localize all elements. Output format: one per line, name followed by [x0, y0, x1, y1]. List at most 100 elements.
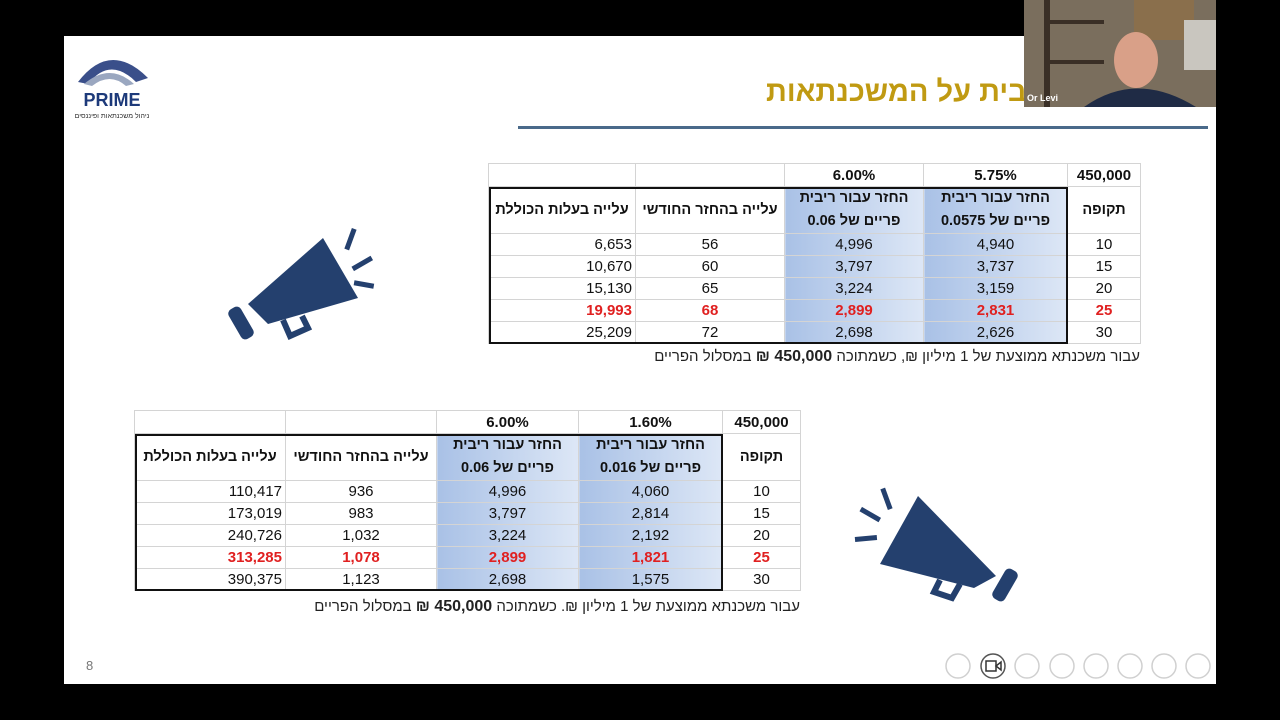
table-cell: 110,417: [134, 480, 286, 503]
megaphone-icon: [854, 487, 1018, 602]
table-header-cell: עלייה בהחזר החודשי: [635, 186, 785, 234]
table-cell: 10,670: [488, 255, 636, 278]
table-cell: 313,285: [134, 546, 286, 569]
table-cell: 20: [722, 524, 801, 547]
table-row: 25 2,831 2,899 68 19,993: [488, 299, 1141, 322]
table-cell: 10: [1067, 233, 1141, 256]
note-text: עבור משכנתא ממוצעת של 1 מיליון ₪, כשמתוכ…: [836, 348, 1140, 365]
table-cell: 25: [1067, 299, 1141, 322]
logo-tagline: ניהול משכנתאות ופיננסים: [75, 112, 150, 120]
logo-arc: [78, 59, 148, 84]
table-cell: 450,000: [722, 410, 801, 434]
table-header-cell: החזר עבור ריבית פריים של 0.06: [784, 186, 924, 234]
table-cell: 6,653: [488, 233, 636, 256]
table-cell: 936: [285, 480, 437, 503]
table-cell: 1,032: [285, 524, 437, 547]
table-cell: 2,899: [436, 546, 579, 569]
table-cell: 30: [722, 568, 801, 591]
table-header-cell: תקופה: [1067, 186, 1141, 234]
toolbar-button[interactable]: [945, 653, 971, 679]
table-header-cell: עלייה בעלות הכוללת: [488, 186, 636, 234]
table-row: 20 3,159 3,224 65 15,130: [488, 277, 1141, 300]
table-cell: 4,996: [436, 480, 579, 503]
table-cell: 2,192: [578, 524, 723, 547]
webcam-video: [1024, 0, 1216, 107]
logo-arc: [84, 73, 134, 86]
logo: PRIME ניהול משכנתאות ופיננסים: [75, 59, 150, 120]
webcam-scene: [1024, 0, 1216, 107]
table-cell: 1,821: [578, 546, 723, 569]
table-cell: 25,209: [488, 321, 636, 344]
table-cell: 3,797: [784, 255, 924, 278]
table-cell: 15: [722, 502, 801, 525]
table-cell: 2,698: [436, 568, 579, 591]
table-cell: 983: [285, 502, 437, 525]
table-cell: [134, 410, 286, 434]
slide-toolbar: [945, 653, 1211, 679]
table-header-cell: החזר עבור ריבית פריים של 0.0575: [923, 186, 1068, 234]
table-row: 15 3,737 3,797 60 10,670: [488, 255, 1141, 278]
table-cell: 4,060: [578, 480, 723, 503]
table-note: עבור משכנתא ממוצעת של 1 מיליון ₪, כשמתוכ…: [654, 348, 1140, 366]
table-cell: 25: [722, 546, 801, 569]
table-cell: 2,698: [784, 321, 924, 344]
table-cell: 3,224: [784, 277, 924, 300]
table-cell: 2,626: [923, 321, 1068, 344]
logo-name: PRIME: [83, 90, 140, 110]
toolbar-button[interactable]: [1117, 653, 1143, 679]
participant-name: Or Levi: [1027, 93, 1059, 103]
page-number: 8: [86, 658, 94, 673]
table-header-row: תקופה החזר עבור ריבית פריים של 0.0575 החזר…: [488, 186, 1141, 234]
table-cell: [285, 410, 437, 434]
table-row: 15 2,814 3,797 983 173,019: [134, 502, 801, 525]
table-cell: 2,899: [784, 299, 924, 322]
table-cell: 65: [635, 277, 785, 300]
table-cell: 390,375: [134, 568, 286, 591]
table-cell: 450,000: [1067, 163, 1141, 187]
table-row: 10 4,060 4,996 936 110,417: [134, 480, 801, 503]
table-row: 30 2,626 2,698 72 25,209: [488, 321, 1141, 344]
table-cell: 15,130: [488, 277, 636, 300]
table-top-row: 450,000 1.60% 6.00%: [134, 410, 801, 434]
table-cell: 6.00%: [784, 163, 924, 187]
title-rule: [518, 126, 1208, 129]
table-row: 10 4,940 4,996 56 6,653: [488, 233, 1141, 256]
data-table: 450,000 1.60% 6.00% תקופה החזר עבור ריבית פר…: [134, 410, 801, 591]
table-cell: 3,159: [923, 277, 1068, 300]
note-text: במסלול הפריים: [314, 598, 412, 615]
table-cell: 4,940: [923, 233, 1068, 256]
data-table: 450,000 5.75% 6.00% תקופה החזר עבור ריבית פר…: [488, 163, 1141, 344]
table-cell: 1,575: [578, 568, 723, 591]
table-cell: 56: [635, 233, 785, 256]
table-cell: 4,996: [784, 233, 924, 256]
table-cell: 3,797: [436, 502, 579, 525]
table-row: 25 1,821 2,899 1,078 313,285: [134, 546, 801, 569]
toolbar-button[interactable]: [1185, 653, 1211, 679]
table-cell: 20: [1067, 277, 1141, 300]
toolbar-button[interactable]: [980, 653, 1006, 679]
toolbar-button[interactable]: [1014, 653, 1040, 679]
toolbar-button[interactable]: [1151, 653, 1177, 679]
toolbar-button[interactable]: [1083, 653, 1109, 679]
table-cell: 2,814: [578, 502, 723, 525]
table-cell: 240,726: [134, 524, 286, 547]
table-header-cell: החזר עבור ריבית פריים של 0.016: [578, 433, 723, 481]
table-cell: 10: [722, 480, 801, 503]
table-cell: 68: [635, 299, 785, 322]
table-cell: 1,078: [285, 546, 437, 569]
note-text: 450,000 ₪: [755, 348, 833, 365]
table-top-row: 450,000 5.75% 6.00%: [488, 163, 1141, 187]
table-cell: 1,123: [285, 568, 437, 591]
table-cell: 173,019: [134, 502, 286, 525]
note-text: 450,000 ₪: [415, 598, 493, 615]
table-cell: 19,993: [488, 299, 636, 322]
table-row: 30 1,575 2,698 1,123 390,375: [134, 568, 801, 591]
table-header-row: תקופה החזר עבור ריבית פריים של 0.016 החזר …: [134, 433, 801, 481]
table-row: 20 2,192 3,224 1,032 240,726: [134, 524, 801, 547]
toolbar-button[interactable]: [1049, 653, 1075, 679]
note-text: עבור משכנתא ממוצעת של 1 מיליון ₪. כשמתוכ…: [496, 598, 800, 615]
table-header-cell: תקופה: [722, 433, 801, 481]
table-cell: 3,737: [923, 255, 1068, 278]
table-cell: 3,224: [436, 524, 579, 547]
